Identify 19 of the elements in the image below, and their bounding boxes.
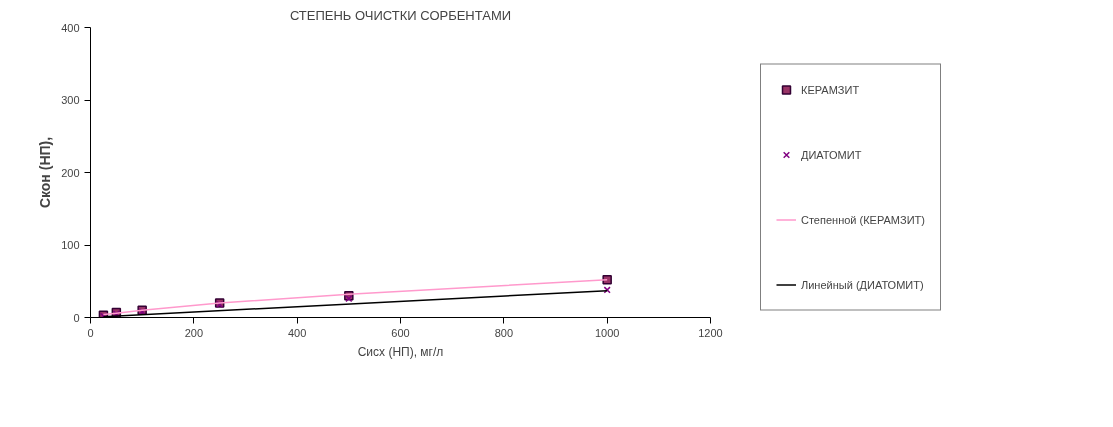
y-axis-title: Скон (НП),	[37, 136, 54, 209]
x-tick-label: 200	[184, 326, 204, 339]
legend-label: ДИАТОМИТ	[801, 148, 862, 160]
chart-title: СТЕПЕНЬ ОЧИСТКИ СОРБЕНТАМИ	[289, 7, 512, 23]
legend-label: Линейный (ДИАТОМИТ)	[801, 278, 924, 290]
x-tick-label: 0	[87, 326, 94, 339]
legend-label: КЕРАМЗИТ	[801, 83, 860, 95]
x-axis-title: Сисх (НП), мг/л	[357, 344, 444, 359]
legend-label: Степенной (КЕРАМЗИТ)	[801, 213, 925, 225]
x-tick-label: 800	[494, 326, 514, 339]
x-tick-label: 1000	[594, 326, 620, 339]
x-tick-label: 400	[287, 326, 307, 339]
y-tick-label: 0	[73, 311, 80, 324]
x-tick-label: 600	[391, 326, 410, 339]
y-tick-label: 400	[61, 21, 80, 34]
x-tick-label: 1200	[698, 326, 723, 339]
y-tick-label: 100	[61, 239, 80, 251]
y-tick-label: 200	[61, 166, 80, 179]
y-tick-label: 300	[61, 94, 80, 106]
